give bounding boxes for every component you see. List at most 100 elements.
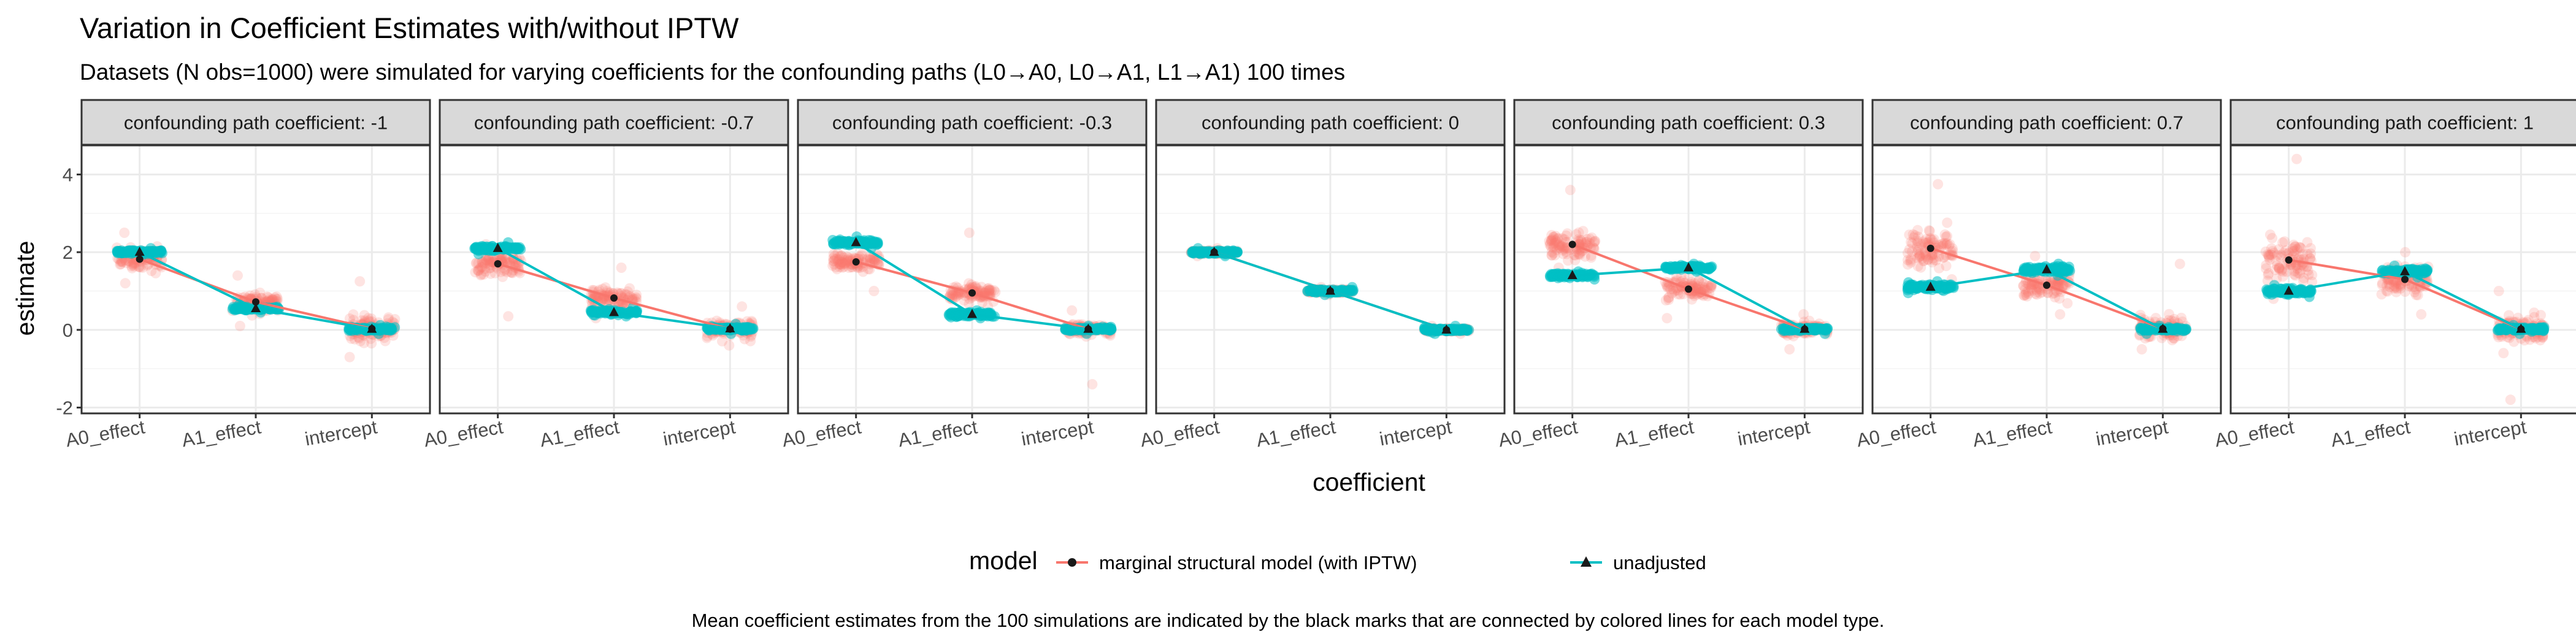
point-msm [615, 288, 626, 299]
mean-mark-msm [136, 255, 144, 263]
point-msm [255, 287, 266, 298]
point-msm [126, 261, 137, 272]
point-msm [362, 313, 374, 324]
mean-mark-msm [1926, 244, 1934, 252]
point-unadjusted [2501, 324, 2512, 335]
x-tick-label: A0_effect [2213, 416, 2296, 451]
point-msm [837, 257, 848, 268]
point-msm [1904, 244, 1915, 255]
point-msm [354, 333, 365, 343]
point-unadjusted [741, 324, 752, 335]
point-msm [267, 293, 278, 304]
point-msm [344, 313, 355, 324]
point-msm [2174, 258, 2185, 269]
x-tick-label: A1_effect [2329, 416, 2412, 451]
point-msm [358, 337, 369, 348]
point-msm [631, 293, 642, 304]
chart-caption: Mean coefficient estimates from the 100 … [692, 610, 1885, 631]
facet-strip-label: confounding path coefficient: 0.7 [1910, 112, 2183, 134]
point-msm [500, 253, 512, 264]
mean-mark-unadjusted [493, 242, 503, 252]
point-msm [470, 267, 481, 278]
point-msm [119, 228, 130, 238]
point-msm [834, 251, 845, 262]
mean-mark-msm [494, 260, 502, 268]
point-msm [504, 257, 515, 267]
point-msm [483, 255, 494, 266]
facet-panel: confounding path coefficient: 0.7 A0_effe… [1855, 99, 2222, 451]
facet-panel: confounding path coefficient: 1 A0_effect… [2213, 99, 2576, 451]
point-unadjusted [478, 244, 489, 255]
x-tick-label: A0_effect [1497, 416, 1579, 451]
facet-panels: confounding path coefficient: -1 A0_effec… [56, 99, 2576, 451]
point-msm [250, 289, 261, 300]
point-msm [1903, 255, 1913, 266]
point-msm [2030, 251, 2041, 261]
point-msm [121, 258, 132, 269]
point-msm [234, 321, 245, 331]
y-tick-label: 0 [63, 320, 73, 341]
x-tick-label: A1_effect [180, 416, 263, 451]
facet-strip-label: confounding path coefficient: 0.3 [1552, 112, 1825, 134]
point-msm [366, 313, 377, 324]
point-msm [127, 259, 138, 270]
point-msm [2136, 344, 2147, 355]
point-msm [146, 266, 157, 277]
point-msm [624, 283, 635, 294]
point-msm [503, 311, 514, 322]
point-msm [380, 335, 391, 347]
point-msm [1942, 217, 1953, 228]
point-unadjusted [830, 239, 841, 250]
point-msm [473, 265, 484, 275]
legend-entry: marginal structural model (with IPTW) [1056, 552, 1417, 573]
facet-strip [80, 99, 431, 146]
point-msm [271, 291, 282, 302]
point-msm [129, 261, 140, 272]
point-msm [478, 269, 489, 280]
point-msm [829, 259, 840, 270]
point-msm [838, 252, 849, 263]
point-msm [2416, 309, 2427, 320]
point-msm [350, 334, 360, 345]
x-tick-label: A1_effect [1255, 416, 1338, 451]
point-msm [631, 292, 642, 303]
point-msm [480, 259, 491, 269]
point-msm [475, 262, 486, 273]
point-msm [486, 256, 497, 267]
point-msm [838, 258, 849, 269]
point-msm [1575, 234, 1586, 245]
point-unadjusted [2419, 267, 2430, 278]
point-msm [1565, 185, 1576, 196]
x-tick-label: A0_effect [1855, 416, 1938, 451]
point-msm [2055, 309, 2066, 320]
x-axis-title: coefficient [1313, 468, 1425, 496]
point-msm [2498, 348, 2509, 359]
point-msm [499, 266, 510, 277]
point-msm [2306, 248, 2316, 259]
point-unadjusted [2529, 324, 2540, 335]
mean-mark-msm [968, 289, 976, 297]
x-tick-label: A1_effect [897, 416, 979, 451]
point-unadjusted [227, 304, 238, 315]
point-msm [477, 262, 488, 273]
point-unadjusted [384, 324, 395, 335]
point-msm [120, 278, 131, 289]
point-unadjusted [500, 241, 511, 251]
point-msm [2529, 307, 2540, 318]
point-msm [481, 255, 493, 266]
point-msm [868, 255, 880, 265]
point-msm [115, 256, 126, 267]
facet-strip [797, 99, 1148, 146]
point-msm [366, 338, 377, 349]
point-unadjusted [2052, 261, 2063, 272]
point-msm [1087, 379, 1098, 389]
facet-strip-label: confounding path coefficient: 1 [2276, 112, 2534, 134]
point-msm [1067, 305, 1078, 316]
point-unadjusted [953, 310, 964, 321]
point-unadjusted [1909, 282, 1920, 292]
chart-title: Variation in Coefficient Estimates with/… [80, 12, 739, 44]
point-msm [477, 258, 488, 269]
point-msm [1784, 344, 1795, 355]
point-msm [485, 258, 496, 269]
